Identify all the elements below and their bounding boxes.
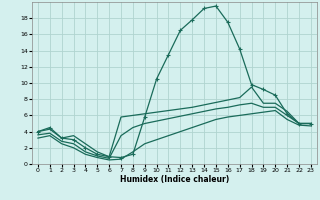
X-axis label: Humidex (Indice chaleur): Humidex (Indice chaleur): [120, 175, 229, 184]
